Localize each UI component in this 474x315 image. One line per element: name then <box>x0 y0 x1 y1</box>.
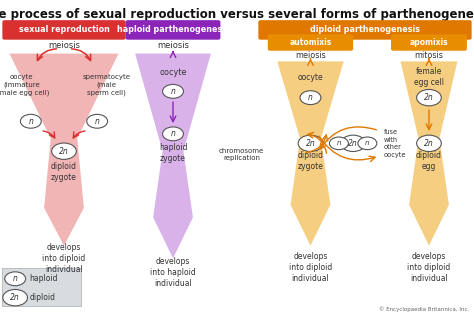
Circle shape <box>87 114 108 128</box>
Text: diploid: diploid <box>29 293 55 302</box>
Text: haploid parthenogenesis: haploid parthenogenesis <box>117 26 229 34</box>
Text: 2n: 2n <box>424 93 434 102</box>
Text: oocyte: oocyte <box>298 73 323 82</box>
Polygon shape <box>9 54 119 246</box>
Text: n: n <box>365 140 370 146</box>
Text: diploid
zygote: diploid zygote <box>51 162 77 182</box>
Text: develops
into diploid
individual: develops into diploid individual <box>42 243 86 274</box>
Text: diploid
zygote: diploid zygote <box>298 151 323 171</box>
Text: fuse
with
other
oocyte: fuse with other oocyte <box>384 129 406 158</box>
Text: 2n: 2n <box>424 139 434 148</box>
Circle shape <box>163 84 183 98</box>
Text: apomixis: apomixis <box>410 38 448 47</box>
Circle shape <box>20 114 41 128</box>
Circle shape <box>163 127 183 141</box>
Polygon shape <box>401 61 457 246</box>
Circle shape <box>417 89 441 106</box>
Text: n: n <box>28 117 33 126</box>
Text: oocyte
(immature
female egg cell): oocyte (immature female egg cell) <box>0 74 49 96</box>
Polygon shape <box>135 54 211 258</box>
Text: n: n <box>308 93 313 102</box>
Text: chromosome
replication: chromosome replication <box>219 148 264 161</box>
Circle shape <box>5 272 26 286</box>
Text: n: n <box>171 87 175 96</box>
Text: n: n <box>13 274 18 283</box>
Text: meiosis: meiosis <box>295 51 326 60</box>
Text: n: n <box>171 129 175 138</box>
Text: 2n: 2n <box>348 139 358 148</box>
Text: spermatocyte
(male
sperm cell): spermatocyte (male sperm cell) <box>82 74 131 96</box>
Circle shape <box>358 137 377 150</box>
Text: female
egg cell: female egg cell <box>414 67 444 87</box>
FancyBboxPatch shape <box>2 20 126 40</box>
Text: 2n: 2n <box>59 147 69 156</box>
Text: oocyte: oocyte <box>159 68 187 77</box>
Text: meiosis: meiosis <box>48 41 80 50</box>
Text: haploid
zygote: haploid zygote <box>159 143 187 163</box>
Text: develops
into haploid
individual: develops into haploid individual <box>150 257 196 288</box>
Circle shape <box>52 143 76 159</box>
FancyBboxPatch shape <box>268 34 353 51</box>
Text: haploid: haploid <box>29 274 58 283</box>
FancyBboxPatch shape <box>391 34 467 51</box>
Text: The process of sexual reproduction versus several forms of parthenogenesis: The process of sexual reproduction versu… <box>0 8 474 21</box>
Text: automixis: automixis <box>289 38 332 47</box>
Text: mitosis: mitosis <box>415 51 443 60</box>
Text: sexual reproduction: sexual reproduction <box>18 26 109 34</box>
Text: 2n: 2n <box>306 139 315 148</box>
Text: diploid
egg: diploid egg <box>416 151 442 171</box>
Circle shape <box>298 135 323 152</box>
Text: 2n: 2n <box>10 293 20 302</box>
Text: develops
into diploid
individual: develops into diploid individual <box>407 252 451 284</box>
FancyBboxPatch shape <box>2 268 81 306</box>
Text: n: n <box>337 140 341 146</box>
Polygon shape <box>277 61 344 246</box>
Circle shape <box>3 289 27 306</box>
Text: © Encyclopaedia Britannica, Inc.: © Encyclopaedia Britannica, Inc. <box>379 306 469 312</box>
Circle shape <box>417 135 441 152</box>
FancyBboxPatch shape <box>258 20 472 40</box>
Text: develops
into diploid
individual: develops into diploid individual <box>289 252 332 284</box>
Circle shape <box>329 137 348 150</box>
Circle shape <box>341 135 365 152</box>
Circle shape <box>300 91 321 105</box>
Text: n: n <box>95 117 100 126</box>
Text: diploid parthenogenesis: diploid parthenogenesis <box>310 26 420 34</box>
Text: meiosis: meiosis <box>157 41 189 50</box>
FancyBboxPatch shape <box>126 20 220 40</box>
